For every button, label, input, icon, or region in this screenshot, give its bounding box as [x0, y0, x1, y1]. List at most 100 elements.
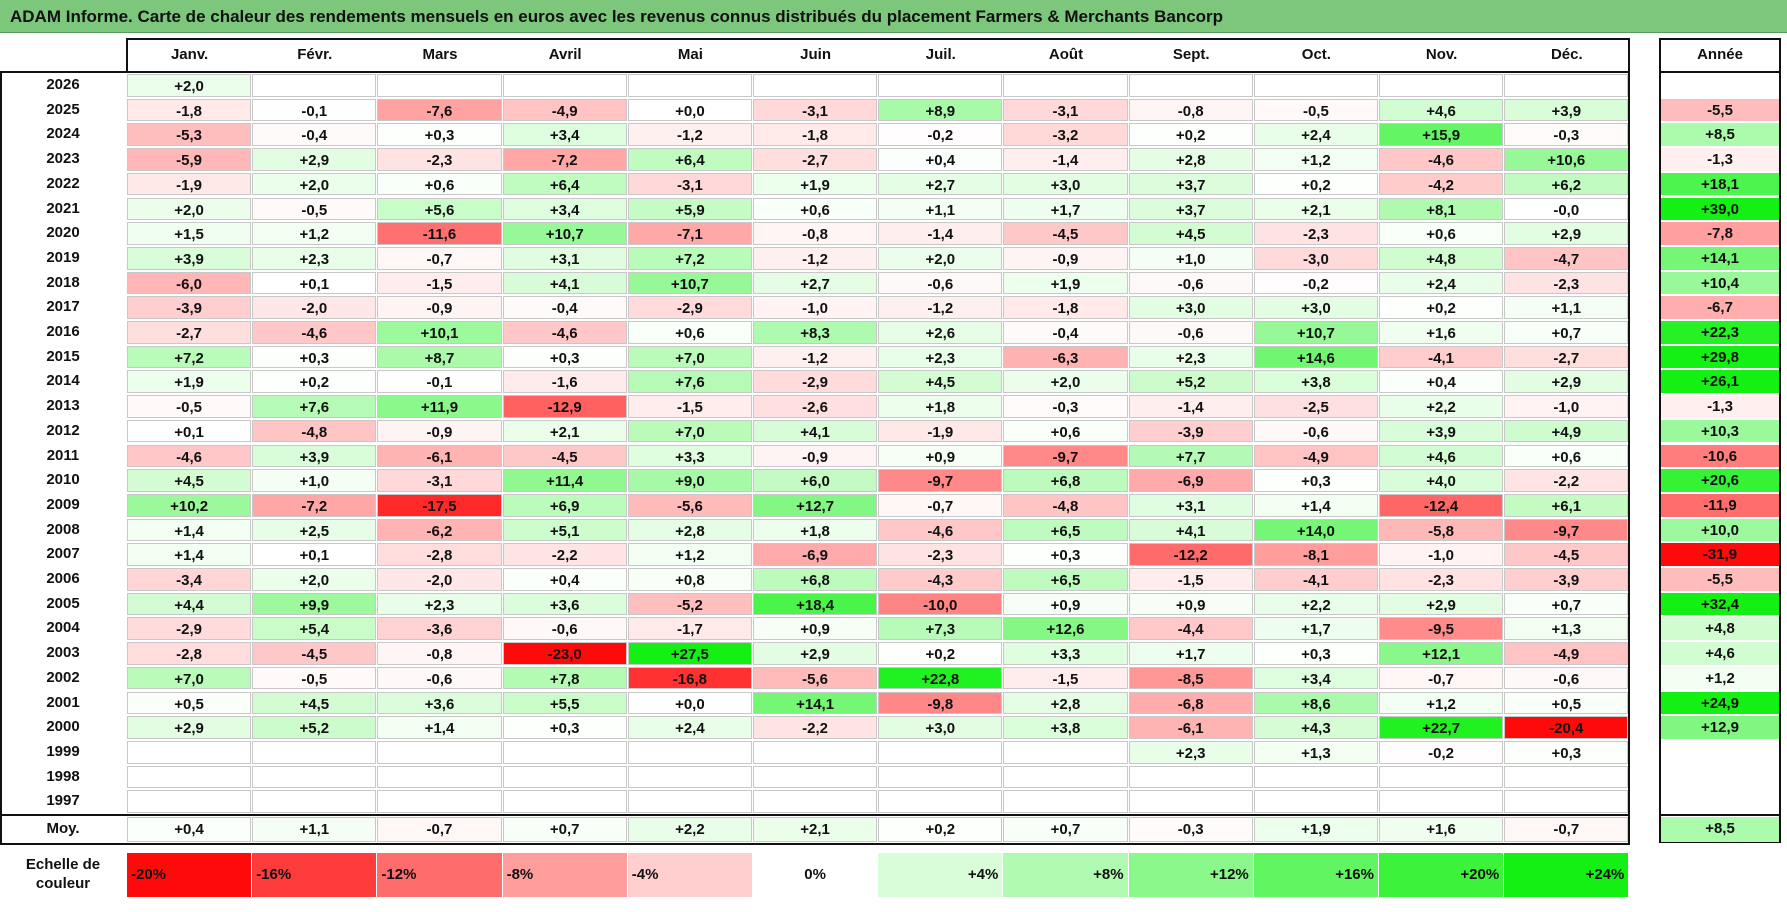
year-label: 2005: [46, 594, 80, 612]
heatmap-cell: -3,9: [1128, 419, 1253, 443]
heatmap-cell: +2,9: [1379, 592, 1504, 616]
color-scale-step: -8%: [502, 853, 627, 897]
heatmap-cell: -1,5: [1003, 666, 1128, 690]
heatmap-cell: [753, 740, 878, 764]
heatmap-cell: -16,8: [627, 666, 752, 690]
annual-cell: +22,3: [1661, 321, 1779, 344]
month-header: Sept.: [1172, 46, 1210, 63]
heatmap-cell: +4,1: [502, 271, 627, 295]
heatmap-cell: +12,7: [753, 493, 878, 517]
year-label: 2017: [46, 298, 80, 316]
heatmap-cell: [878, 74, 1003, 97]
heatmap-cell: +3,0: [878, 716, 1003, 739]
heatmap-cell: [377, 790, 502, 813]
heatmap-cell: -2,3: [878, 543, 1003, 566]
month-header: Févr.: [297, 46, 333, 63]
heatmap-cell: +0,6: [1379, 222, 1504, 245]
heatmap-cell: -4,9: [502, 98, 627, 122]
heatmap-cell: [1253, 765, 1378, 789]
year-label: 2009: [46, 495, 80, 513]
heatmap-cell: [878, 790, 1003, 813]
heatmap-cell: +1,3: [1253, 740, 1378, 764]
heatmap-cell: -2,3: [1253, 222, 1378, 245]
heatmap-cell: +0,7: [1504, 592, 1629, 616]
color-scale-label: Echelle de couleur: [25, 856, 101, 892]
heatmap-cell: +2,8: [627, 518, 752, 542]
heatmap-cell: +0,4: [1379, 370, 1504, 394]
heatmap-cell: [252, 790, 377, 813]
heatmap-cell: -6,2: [377, 518, 502, 542]
year-label: 2022: [46, 174, 80, 192]
heatmap-cell: -4,9: [1504, 642, 1629, 665]
heatmap-cell: +3,6: [377, 691, 502, 715]
heatmap-cell: -0,6: [1504, 666, 1629, 690]
year-label: 2003: [46, 644, 80, 662]
heatmap-cell: +2,3: [1128, 345, 1253, 369]
grid-border-right: [1628, 38, 1630, 845]
heatmap-cell: +3,0: [1003, 172, 1128, 196]
heatmap-cell: -1,0: [753, 296, 878, 319]
heatmap-cell: +2,5: [252, 518, 377, 542]
heatmap-cell: +4,5: [1128, 222, 1253, 245]
annual-cell: +14,1: [1661, 246, 1779, 270]
heatmap-cell: -2,0: [252, 296, 377, 319]
annual-cell: -31,9: [1661, 543, 1779, 566]
heatmap-cell: +5,9: [627, 197, 752, 221]
heatmap-cell: +3,9: [127, 246, 252, 270]
heatmap-cell: -23,0: [502, 642, 627, 665]
heatmap-cell: -3,1: [753, 98, 878, 122]
heatmap-cell: -0,5: [1253, 98, 1378, 122]
heatmap-cell: -20,4: [1504, 716, 1629, 739]
annual-cell: +18,1: [1661, 172, 1779, 196]
heatmap-cell: [878, 740, 1003, 764]
color-scale-step: +24%: [1504, 853, 1629, 897]
heatmap-cell: +0,0: [627, 98, 752, 122]
color-scale-step: 0%: [753, 853, 878, 897]
heatmap-cell: +0,3: [502, 716, 627, 739]
heatmap-cell: -0,4: [252, 123, 377, 147]
heatmap-cell: +1,0: [252, 469, 377, 492]
annual-cell: -7,8: [1661, 222, 1779, 245]
heatmap-cell: -1,5: [627, 395, 752, 418]
year-label: 2019: [46, 248, 80, 266]
heatmap-cell: +0,6: [627, 321, 752, 344]
heatmap-cell: -5,6: [753, 666, 878, 690]
year-label: 2006: [46, 570, 80, 587]
heatmap-cell: [502, 790, 627, 813]
heatmap-cell: [377, 765, 502, 789]
heatmap-cell: +0,0: [627, 691, 752, 715]
heatmap-cell: +3,9: [1504, 98, 1629, 122]
heatmap-cell: -5,9: [127, 148, 252, 171]
heatmap-cell: -3,2: [1003, 123, 1128, 147]
heatmap-cell: +10,2: [127, 493, 252, 517]
heatmap-cell: [502, 765, 627, 789]
heatmap-cell: -0,2: [1253, 271, 1378, 295]
heatmap-cell: +0,4: [878, 148, 1003, 171]
heatmap-cell: [1253, 74, 1378, 97]
heatmap-cell: +9,9: [252, 592, 377, 616]
heatmap-cell: [1128, 765, 1253, 789]
heatmap-cell: +1,4: [127, 518, 252, 542]
heatmap-cell: -1,7: [627, 617, 752, 641]
month-header: Nov.: [1425, 46, 1458, 63]
heatmap-cell: -0,2: [878, 123, 1003, 147]
heatmap-cell: -9,5: [1379, 617, 1504, 641]
heatmap-cell: -0,6: [1128, 271, 1253, 295]
annual-cell: +4,8: [1661, 617, 1779, 641]
annual-cell: -1,3: [1661, 148, 1779, 171]
grid-border-left: [126, 38, 128, 71]
year-label: 2025: [46, 100, 80, 118]
heatmap-cell: +3,7: [1128, 172, 1253, 196]
heatmap-cell: +7,0: [627, 345, 752, 369]
heatmap-cell: -3,4: [127, 568, 252, 591]
heatmap-cell: -0,9: [377, 419, 502, 443]
heatmap-cell: -0,7: [377, 246, 502, 270]
heatmap-cell: -5,6: [627, 493, 752, 517]
color-scale-step: +16%: [1253, 853, 1378, 897]
heatmap-cell: +2,6: [878, 321, 1003, 344]
heatmap-cell: -5,8: [1379, 518, 1504, 542]
heatmap-cell: +0,4: [502, 568, 627, 591]
heatmap-cell: +6,8: [753, 568, 878, 591]
heatmap-cell: -4,8: [252, 419, 377, 443]
heatmap-cell: +10,7: [502, 222, 627, 245]
